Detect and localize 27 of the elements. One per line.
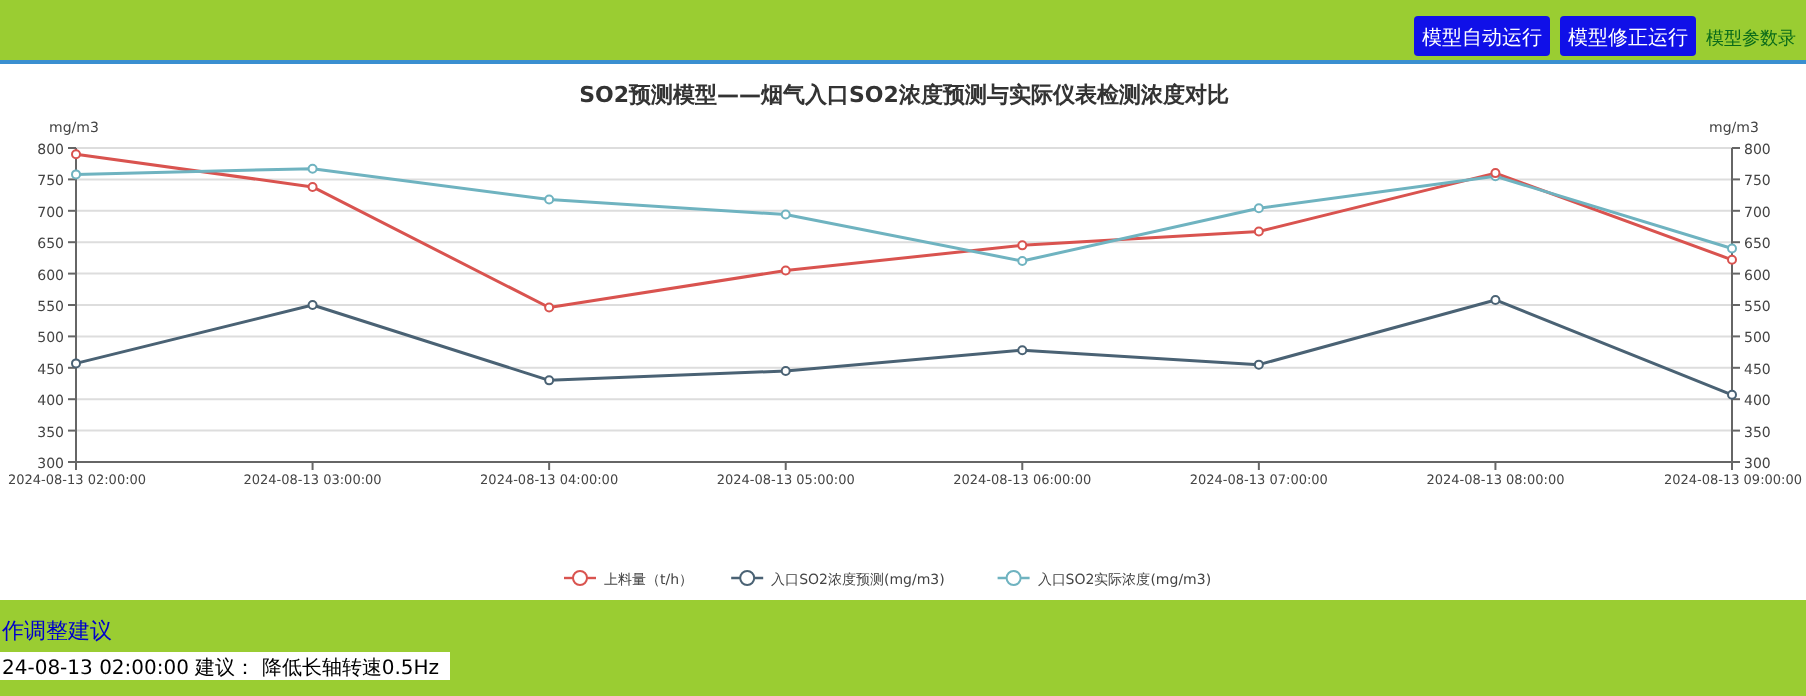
point <box>544 194 555 205</box>
point <box>544 302 555 313</box>
point <box>1253 203 1264 214</box>
point <box>1017 256 1028 267</box>
point <box>780 209 791 220</box>
point <box>1017 240 1028 251</box>
text: 模型参数录 <box>1706 28 1796 50</box>
chart-title: SO2预测模型——烟气入口SO2浓度预测与实际仪表检测浓度对比 <box>579 82 1229 108</box>
point <box>1490 294 1501 305</box>
point <box>780 265 791 276</box>
point <box>1253 226 1264 237</box>
point <box>71 358 81 369</box>
point <box>544 375 555 386</box>
point <box>71 169 81 180</box>
text: 24-08-13 02:00:00 建议： 降低长轴转速0.5Hz <box>2 656 440 680</box>
point <box>1253 359 1264 370</box>
text: 模型自动运行 <box>1422 26 1542 50</box>
point <box>1727 254 1737 265</box>
point <box>1727 243 1737 254</box>
point <box>1017 345 1028 356</box>
point <box>307 181 318 192</box>
point <box>1727 389 1737 400</box>
text: 作调整建议 <box>0 618 112 644</box>
text: 模型修正运行 <box>1568 26 1688 50</box>
point <box>307 163 318 174</box>
point <box>307 300 318 310</box>
point <box>780 365 791 376</box>
